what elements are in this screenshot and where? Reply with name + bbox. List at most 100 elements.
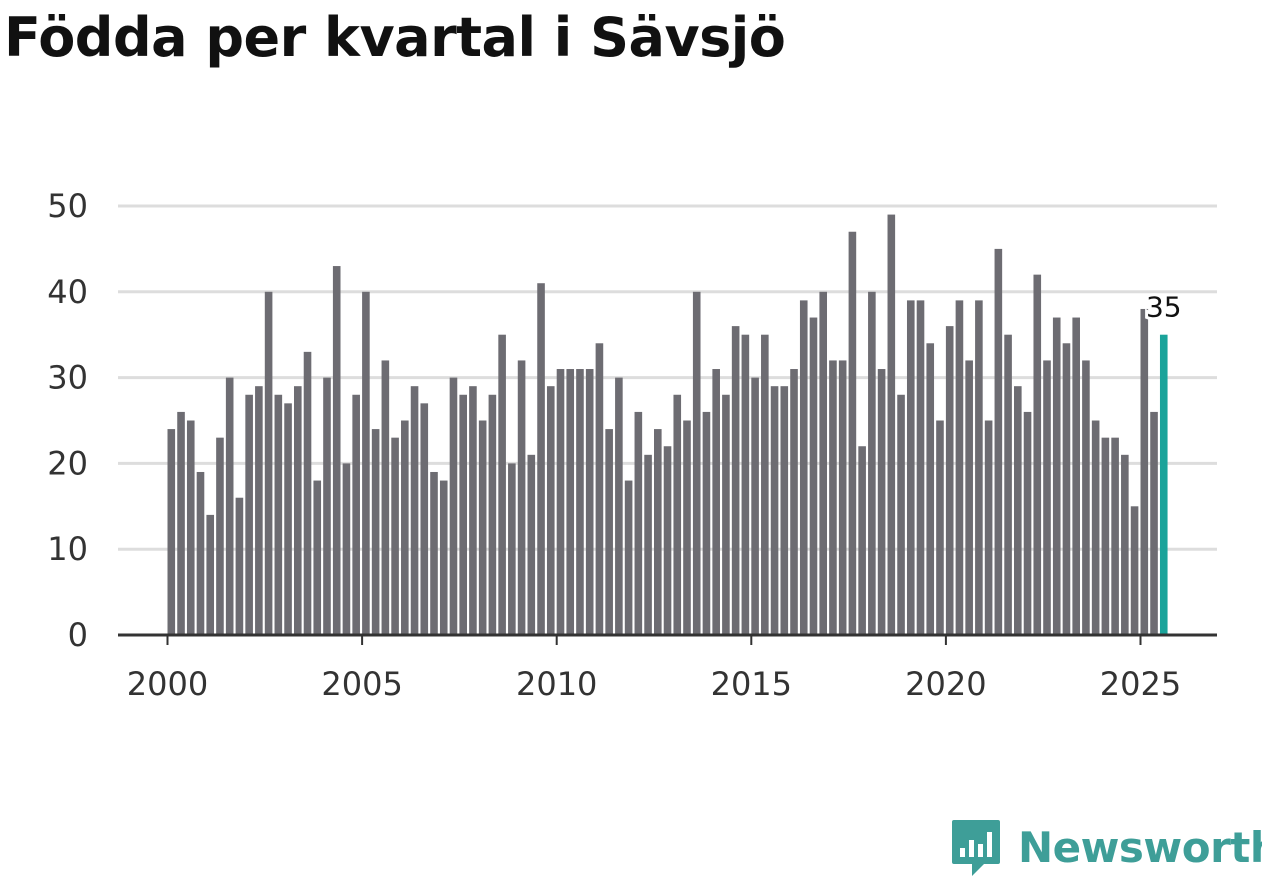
- bar: [293, 386, 302, 635]
- bar: [469, 386, 477, 635]
- highlighted-bar: [1159, 334, 1168, 635]
- bar-labels: 35: [1143, 288, 1185, 327]
- bar: [274, 394, 283, 635]
- chart-title: Födda per kvartal i Sävsjö: [4, 6, 786, 69]
- bar: [216, 437, 224, 635]
- x-tick-label: 2020: [905, 665, 986, 703]
- bar: [877, 369, 886, 635]
- bar: [926, 343, 935, 635]
- bar: [936, 420, 944, 635]
- brand-logo: Newsworthy: [950, 818, 1262, 878]
- bar: [196, 471, 205, 635]
- bar: [673, 394, 682, 635]
- bar: [1033, 274, 1042, 635]
- x-tick-label: 2000: [127, 665, 208, 703]
- y-tick-label: 20: [47, 444, 88, 482]
- bar: [1014, 386, 1022, 635]
- bar: [741, 334, 750, 635]
- bar: [401, 420, 409, 635]
- bar: [1023, 411, 1032, 635]
- bar: [264, 291, 273, 635]
- bar: [284, 403, 292, 635]
- x-tick-label: 2005: [321, 665, 402, 703]
- bar: [235, 497, 244, 635]
- bars: [167, 214, 1168, 636]
- bar: [722, 394, 730, 635]
- bar: [1101, 437, 1110, 635]
- x-tick-label: 2015: [711, 665, 792, 703]
- bar: [167, 429, 176, 635]
- bar: [478, 420, 487, 635]
- bar: [916, 300, 925, 635]
- bar: [1111, 437, 1119, 635]
- bar: [245, 394, 253, 635]
- bar: [410, 386, 419, 635]
- bar: [838, 360, 847, 635]
- bar: [624, 480, 633, 635]
- x-tick-label: 2010: [516, 665, 597, 703]
- bar: [439, 480, 448, 635]
- bar: [906, 300, 915, 635]
- y-tick-label: 10: [47, 530, 88, 568]
- bar: [1043, 360, 1051, 635]
- bar: [332, 266, 341, 635]
- bar: [1082, 360, 1090, 635]
- y-axis-ticks: 0 10 20 30 40 50: [47, 187, 88, 654]
- highlighted-bar-label: 35: [1146, 291, 1182, 324]
- bar: [683, 420, 691, 635]
- bar: [955, 300, 964, 635]
- bar: [566, 369, 575, 635]
- x-tick-label: 2025: [1100, 665, 1181, 703]
- bar: [1121, 454, 1129, 635]
- y-tick-label: 30: [47, 359, 88, 397]
- bar: [1150, 411, 1158, 635]
- bar: [556, 369, 565, 635]
- bar: [809, 317, 818, 635]
- bar: [313, 480, 322, 635]
- bar: [225, 377, 234, 635]
- bar: [644, 454, 652, 635]
- bar: [634, 411, 643, 635]
- y-tick-label: 40: [47, 273, 88, 311]
- bar: [430, 471, 438, 635]
- bar: [799, 300, 808, 635]
- bar: [975, 300, 983, 635]
- bar: [887, 214, 896, 635]
- bar: [371, 429, 380, 635]
- bar: [615, 377, 623, 635]
- bar: [1130, 506, 1139, 635]
- bar: [177, 411, 185, 635]
- bar: [897, 394, 905, 635]
- newsworthy-logo-icon: [952, 820, 1000, 876]
- bar: [537, 283, 545, 635]
- bar: [945, 326, 954, 635]
- bar: [605, 429, 613, 635]
- bar: [1004, 334, 1012, 635]
- bar: [352, 394, 360, 635]
- bar: [780, 386, 789, 635]
- bar: [517, 360, 526, 635]
- bar: [1091, 420, 1100, 635]
- bar: [751, 377, 759, 635]
- bar: [255, 386, 263, 635]
- bar: [595, 343, 604, 635]
- bar: [790, 369, 798, 635]
- bar: [186, 420, 195, 635]
- bar: [965, 360, 973, 635]
- bar: [459, 394, 467, 635]
- brand-name: Newsworthy: [1018, 823, 1262, 872]
- bar: [508, 463, 516, 635]
- bar: [868, 291, 876, 635]
- bar: [994, 248, 1003, 635]
- bar: [663, 446, 672, 635]
- bar: [712, 369, 720, 635]
- bar: [362, 291, 370, 635]
- bar: [819, 291, 828, 635]
- bar: [498, 334, 506, 635]
- bar: [585, 369, 594, 635]
- bar: [829, 360, 837, 635]
- bar: [323, 377, 331, 635]
- bar: [449, 377, 458, 635]
- bar: [654, 429, 662, 635]
